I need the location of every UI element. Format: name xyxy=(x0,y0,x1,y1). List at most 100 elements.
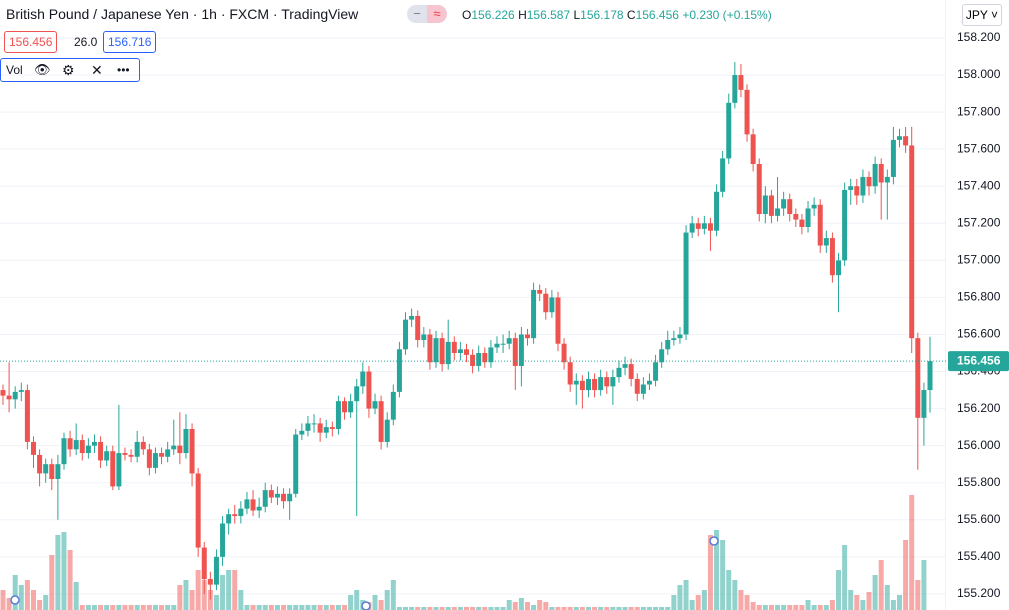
candle-body xyxy=(720,158,726,192)
volume-bar xyxy=(805,600,811,610)
candle-body xyxy=(342,401,348,413)
volume-bar xyxy=(836,570,842,610)
candle-body xyxy=(921,390,927,418)
settings-icon[interactable]: ⚙ xyxy=(62,62,75,78)
event-marker[interactable] xyxy=(361,601,371,610)
volume-bar xyxy=(18,585,24,610)
volume-bar xyxy=(49,555,55,610)
candle-body xyxy=(268,490,274,498)
candle-body xyxy=(372,401,378,409)
volume-bar xyxy=(403,607,409,610)
remove-icon[interactable]: ✕ xyxy=(91,62,103,78)
volume-bar xyxy=(494,607,500,610)
volume-bar xyxy=(104,605,110,610)
volume-bar xyxy=(73,582,79,610)
volume-bar xyxy=(409,607,415,610)
candle-body xyxy=(256,506,262,511)
candle-body xyxy=(323,427,329,433)
volume-bar xyxy=(213,595,219,610)
bid[interactable]: 156.456 xyxy=(4,31,58,53)
candle-body xyxy=(91,441,97,446)
candle-body xyxy=(415,315,421,341)
volume-bar xyxy=(457,607,463,610)
volume-bar xyxy=(622,607,628,610)
volume-bar xyxy=(342,605,348,610)
volume-bar xyxy=(598,607,604,610)
volume-bar xyxy=(79,605,85,610)
candle-body xyxy=(329,427,335,429)
candle-body xyxy=(49,464,55,479)
event-marker[interactable] xyxy=(709,536,719,546)
volume-bar xyxy=(12,575,18,610)
volume-bar xyxy=(134,605,140,610)
candle-body xyxy=(616,367,622,378)
volume-bar xyxy=(6,598,12,610)
y-tick-label: 155.800 xyxy=(957,475,1001,489)
candle-body xyxy=(781,199,787,209)
candle-body xyxy=(427,334,433,363)
volume-bar xyxy=(0,590,6,610)
candle-body xyxy=(744,89,750,135)
candle-body xyxy=(317,423,323,433)
more-icon[interactable]: ••• xyxy=(117,63,130,77)
volume-bar xyxy=(793,605,799,610)
candle-body xyxy=(854,186,860,196)
candle-body xyxy=(543,293,549,313)
volume-bar xyxy=(915,580,921,610)
candle-body xyxy=(396,349,402,392)
volume-bar xyxy=(531,605,537,610)
y-tick-label: 157.600 xyxy=(957,141,1001,155)
volume-bar xyxy=(238,590,244,610)
volume-bar xyxy=(317,605,323,610)
volume-bar xyxy=(232,570,238,610)
candle-body xyxy=(915,338,921,418)
ohlc-key: C xyxy=(626,8,636,22)
candle-body xyxy=(524,334,530,339)
volume-bar xyxy=(573,607,579,610)
candle-body xyxy=(750,134,756,164)
volume-bar xyxy=(122,605,128,610)
candle-body xyxy=(909,145,915,339)
volume-bar xyxy=(683,580,689,610)
visibility-icon[interactable]: 👁 xyxy=(34,62,51,77)
indicator-legend[interactable]: Vol 👁 ⚙ ✕ ••• xyxy=(0,58,140,82)
volume-bar xyxy=(445,607,451,610)
candle-body xyxy=(384,419,390,442)
candle-body xyxy=(226,514,232,524)
volume-bar xyxy=(396,607,402,610)
candle-body xyxy=(512,338,518,366)
candle-body xyxy=(79,440,85,454)
ohlc-value: 156.226 xyxy=(471,8,515,22)
volume-bar xyxy=(744,595,750,610)
volume-bar xyxy=(311,605,317,610)
candle-body xyxy=(171,445,177,450)
data-status[interactable]: ≈ xyxy=(427,5,447,23)
y-tick-label: 157.800 xyxy=(957,104,1001,118)
candle-body xyxy=(152,453,158,468)
candle-body xyxy=(439,338,445,365)
volume-bar xyxy=(189,590,195,610)
candle-body xyxy=(403,319,409,350)
volume-bar xyxy=(842,545,848,610)
last-price-box xyxy=(948,351,1009,372)
candle-body xyxy=(488,347,494,363)
currency-select[interactable]: JPY ˅ xyxy=(962,4,1002,26)
volume-bar xyxy=(451,607,457,610)
ohlc-key: L xyxy=(573,8,581,22)
candle-body xyxy=(872,163,878,187)
y-tick-label: 156.600 xyxy=(957,327,1001,341)
candle-body xyxy=(128,454,134,457)
candle-body xyxy=(183,428,189,454)
ask[interactable]: 156.716 xyxy=(103,31,157,53)
volume-bar xyxy=(110,605,116,610)
volume-bar xyxy=(323,605,329,610)
volume-bar xyxy=(585,607,591,610)
market-status[interactable]: − xyxy=(407,5,427,23)
event-marker[interactable] xyxy=(10,595,20,605)
candle-body xyxy=(701,223,707,229)
candle-body xyxy=(634,378,640,394)
candle-body xyxy=(354,386,360,402)
volume-bar xyxy=(488,607,494,610)
volume-bar xyxy=(512,602,518,610)
y-tick-label: 156.200 xyxy=(957,401,1001,415)
